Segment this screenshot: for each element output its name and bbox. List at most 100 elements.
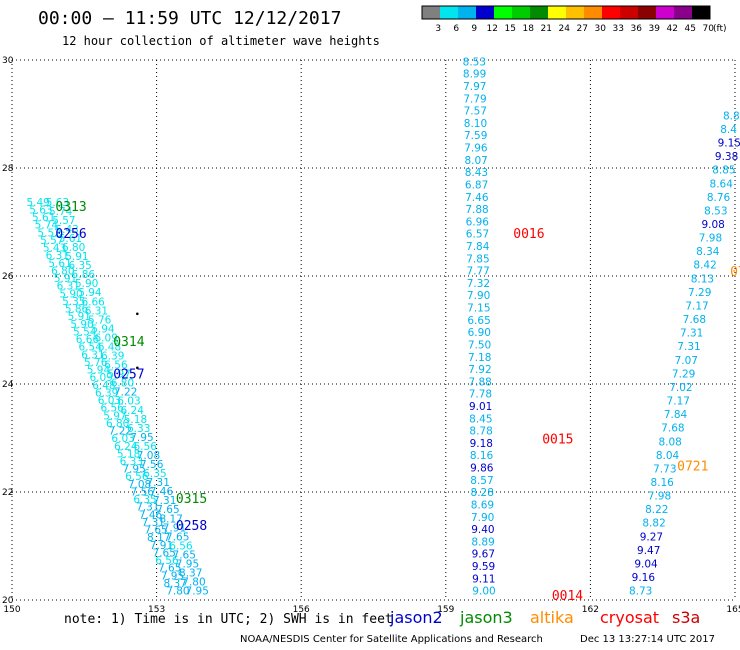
swh-value-label: 7.22 (114, 387, 137, 399)
swh-value-label: 7.84 (664, 409, 688, 421)
swh-value-label: 7.65 (144, 525, 167, 537)
swh-value-label: 7.88 (465, 204, 488, 216)
swh-value-label: 9.38 (715, 151, 738, 163)
swh-value-label: 8.64 (710, 178, 734, 190)
swh-value-label: 7.65 (158, 563, 181, 575)
swh-value-label: 7.80 (182, 577, 205, 589)
swh-value-label: 9.18 (470, 438, 493, 450)
swh-value-label: 6.48 (92, 380, 115, 392)
chart-subtitle: 12 hour collection of altimeter wave hei… (62, 34, 380, 48)
colorbar-label: 24 (558, 24, 570, 34)
swh-value-label: 7.46 (465, 192, 489, 204)
swh-value-label: 7.95 (122, 464, 145, 476)
swh-value-label: 7.08 (137, 450, 160, 462)
swh-value-label: 7.79 (463, 93, 486, 105)
swh-value-label: 5.43 (43, 243, 66, 255)
swh-value-label: 6.31 (85, 305, 108, 317)
swh-value-label: 6.35 (143, 468, 166, 480)
swh-value-label: 5.35 (62, 296, 85, 308)
swh-value-label: 6.65 (467, 315, 490, 327)
swh-value-label: 9.11 (472, 573, 495, 585)
swh-value-label: 5.90 (75, 278, 98, 290)
footer-note: note: 1) Time is in UTC; 2) SWH is in fe… (64, 612, 393, 627)
swh-value-label: 5.18 (124, 414, 147, 426)
swh-value-label: 8.76 (707, 192, 731, 204)
colorbar-swatch (638, 6, 656, 19)
colorbar-label: 42 (666, 24, 677, 34)
swh-value-label: 8.17 (160, 513, 183, 525)
swh-value-label: 7.96 (464, 143, 488, 155)
swh-value-label: 6.56 (104, 360, 128, 372)
swh-value-label: 6.66 (81, 296, 105, 308)
colorbar-label: 30 (594, 24, 606, 34)
y-tick-label: 28 (2, 164, 14, 174)
swh-value-label: 6.31 (81, 349, 104, 361)
pass-number-label: 0313 (55, 200, 86, 215)
colorbar-label: 9 (471, 24, 477, 34)
swh-value-label: 5.61 (48, 258, 71, 270)
swh-value-label: 9.01 (469, 401, 492, 413)
satellite-legend-cryosat: cryosat (600, 608, 660, 627)
swh-value-label: 9.04 (634, 558, 658, 570)
swh-value-label: 6.56 (125, 471, 149, 483)
swh-value-label: 8.89 (471, 536, 494, 548)
swh-value-label: 5.61 (32, 212, 55, 224)
swh-value-label: 7.88 (468, 376, 491, 388)
colorbar-label: 70 (702, 24, 714, 34)
swh-value-label: 5.97 (103, 410, 126, 422)
track-marker-dot (136, 366, 139, 370)
swh-value-label: 7.77 (466, 266, 489, 278)
swh-value-label: 8.17 (147, 532, 170, 544)
swh-value-label: 7.31 (153, 495, 176, 507)
pass-number-label: 0258 (176, 519, 207, 534)
swh-value-label: 8.4 (720, 124, 737, 136)
swh-value-label: 8.78 (469, 426, 492, 438)
swh-value-label: 5.90 (70, 319, 93, 331)
lat-lon-grid (11, 59, 736, 601)
swh-value-label: 5.91 (65, 251, 88, 263)
swh-value-label: 6.09 (89, 372, 112, 384)
swh-value-label: 8.04 (656, 450, 680, 462)
swh-value-label: 8.28 (471, 487, 494, 499)
colorbar-swatch (548, 6, 566, 19)
colorbar-swatch (512, 6, 530, 19)
swh-value-label: 5.57 (40, 235, 63, 247)
swh-value-label: 5.86 (65, 304, 89, 316)
colorbar-swatch (566, 6, 584, 19)
swh-value-label: 6.80 (51, 265, 74, 277)
pass-number-label: 0256 (55, 227, 86, 242)
swh-value-label: 7.97 (463, 81, 486, 93)
swh-value-label: 6.57 (466, 229, 489, 241)
swh-value-label: 6.31 (46, 250, 69, 262)
pass-number-label: 0257 (113, 368, 144, 383)
swh-value-label: 6.33 (127, 423, 150, 435)
swh-value-label: 6.80 (111, 378, 134, 390)
swh-value-label: 5.91 (54, 273, 77, 285)
swh-value-label: 7.65 (156, 504, 179, 516)
colorbar-label: 21 (540, 24, 551, 34)
x-tick-label: 165 (726, 605, 740, 615)
pass-number-label: 0315 (176, 492, 207, 507)
colorbar-unit: (ft) (713, 24, 727, 34)
x-tick-label: 159 (437, 605, 454, 615)
swh-value-label: 8.69 (471, 499, 494, 511)
swh-value-label: 7.65 (173, 549, 196, 561)
colorbar-label: 36 (630, 24, 642, 34)
pass-number-label: 07 (730, 265, 740, 280)
swh-value-label: 6.87 (465, 179, 488, 191)
swh-value-label: 8.37 (163, 578, 186, 590)
footer-credit: NOAA/NESDIS Center for Satellite Applica… (240, 634, 543, 645)
x-tick-label: 162 (582, 605, 599, 615)
swh-value-label: 8.82 (642, 518, 665, 530)
swh-value-label: 6.33 (120, 456, 143, 468)
swh-value-label: 6.31 (57, 281, 80, 293)
swh-value-label: 6.39 (101, 351, 124, 363)
swh-value-label: 7.31 (136, 502, 159, 514)
colorbar-label: 3 (435, 24, 441, 34)
swh-value-label: 8.22 (645, 504, 668, 516)
swh-value-label: 9.00 (472, 586, 495, 598)
swh-value-label: 8.99 (463, 69, 486, 81)
swh-value-label: 5.63 (46, 197, 69, 209)
swh-value-label: 8.53 (704, 205, 727, 217)
swh-value-label: 5.61 (59, 233, 82, 245)
